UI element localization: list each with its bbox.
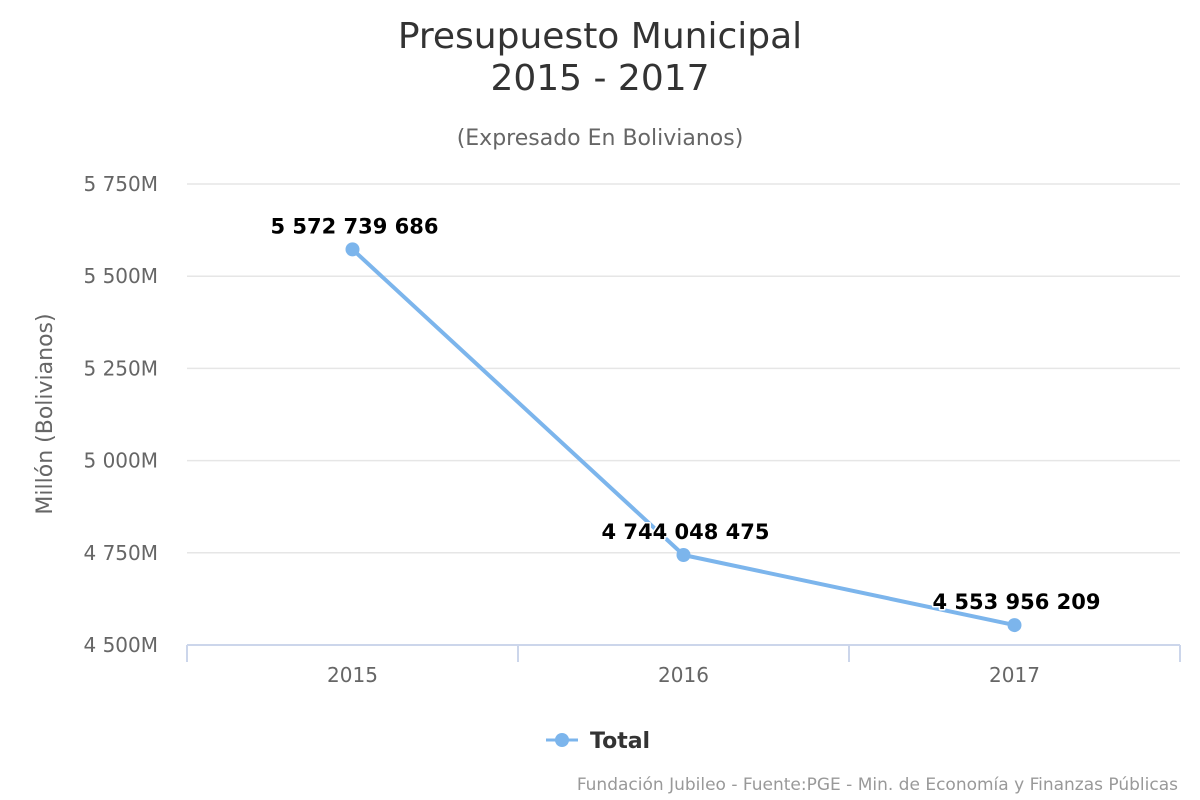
legend[interactable]: Total <box>546 729 650 754</box>
chart-title-line2: 2015 - 2017 <box>490 58 709 99</box>
data-point[interactable] <box>1007 618 1022 633</box>
data-point[interactable] <box>345 242 360 257</box>
chart-title-line1: Presupuesto Municipal <box>398 16 802 57</box>
y-tick-label: 5 250M <box>83 356 158 380</box>
x-axis: 2015 2016 2017 <box>186 645 1181 687</box>
legend-marker-icon <box>555 733 569 747</box>
grid-lines <box>187 183 1180 646</box>
x-tick-label: 2017 <box>989 663 1040 687</box>
data-label: 4 744 048 475 <box>601 520 769 544</box>
y-tick-label: 5 000M <box>83 449 158 473</box>
x-tick-label: 2016 <box>658 663 709 687</box>
chart-subtitle: (Expresado En Bolivianos) <box>457 126 744 151</box>
y-axis: 4 500M 4 750M 5 000M 5 250M 5 500M 5 750M <box>83 172 158 657</box>
data-labels: 5 572 739 686 4 744 048 475 4 553 956 209 <box>269 213 1102 616</box>
y-tick-label: 4 500M <box>83 633 158 657</box>
y-axis-label: Millón (Bolivianos) <box>33 313 58 514</box>
x-tick-label: 2015 <box>327 663 378 687</box>
data-label: 4 553 956 209 <box>932 590 1100 614</box>
data-label: 5 572 739 686 <box>270 214 438 238</box>
y-tick-label: 5 750M <box>83 172 158 196</box>
legend-label-total[interactable]: Total <box>590 729 650 754</box>
series-total[interactable] <box>345 242 1022 633</box>
series-line[interactable] <box>350 247 1017 628</box>
credits[interactable]: Fundación Jubileo - Fuente:PGE - Min. de… <box>577 775 1178 795</box>
y-tick-label: 4 750M <box>83 541 158 565</box>
y-tick-label: 5 500M <box>83 264 158 288</box>
data-point[interactable] <box>676 547 691 562</box>
